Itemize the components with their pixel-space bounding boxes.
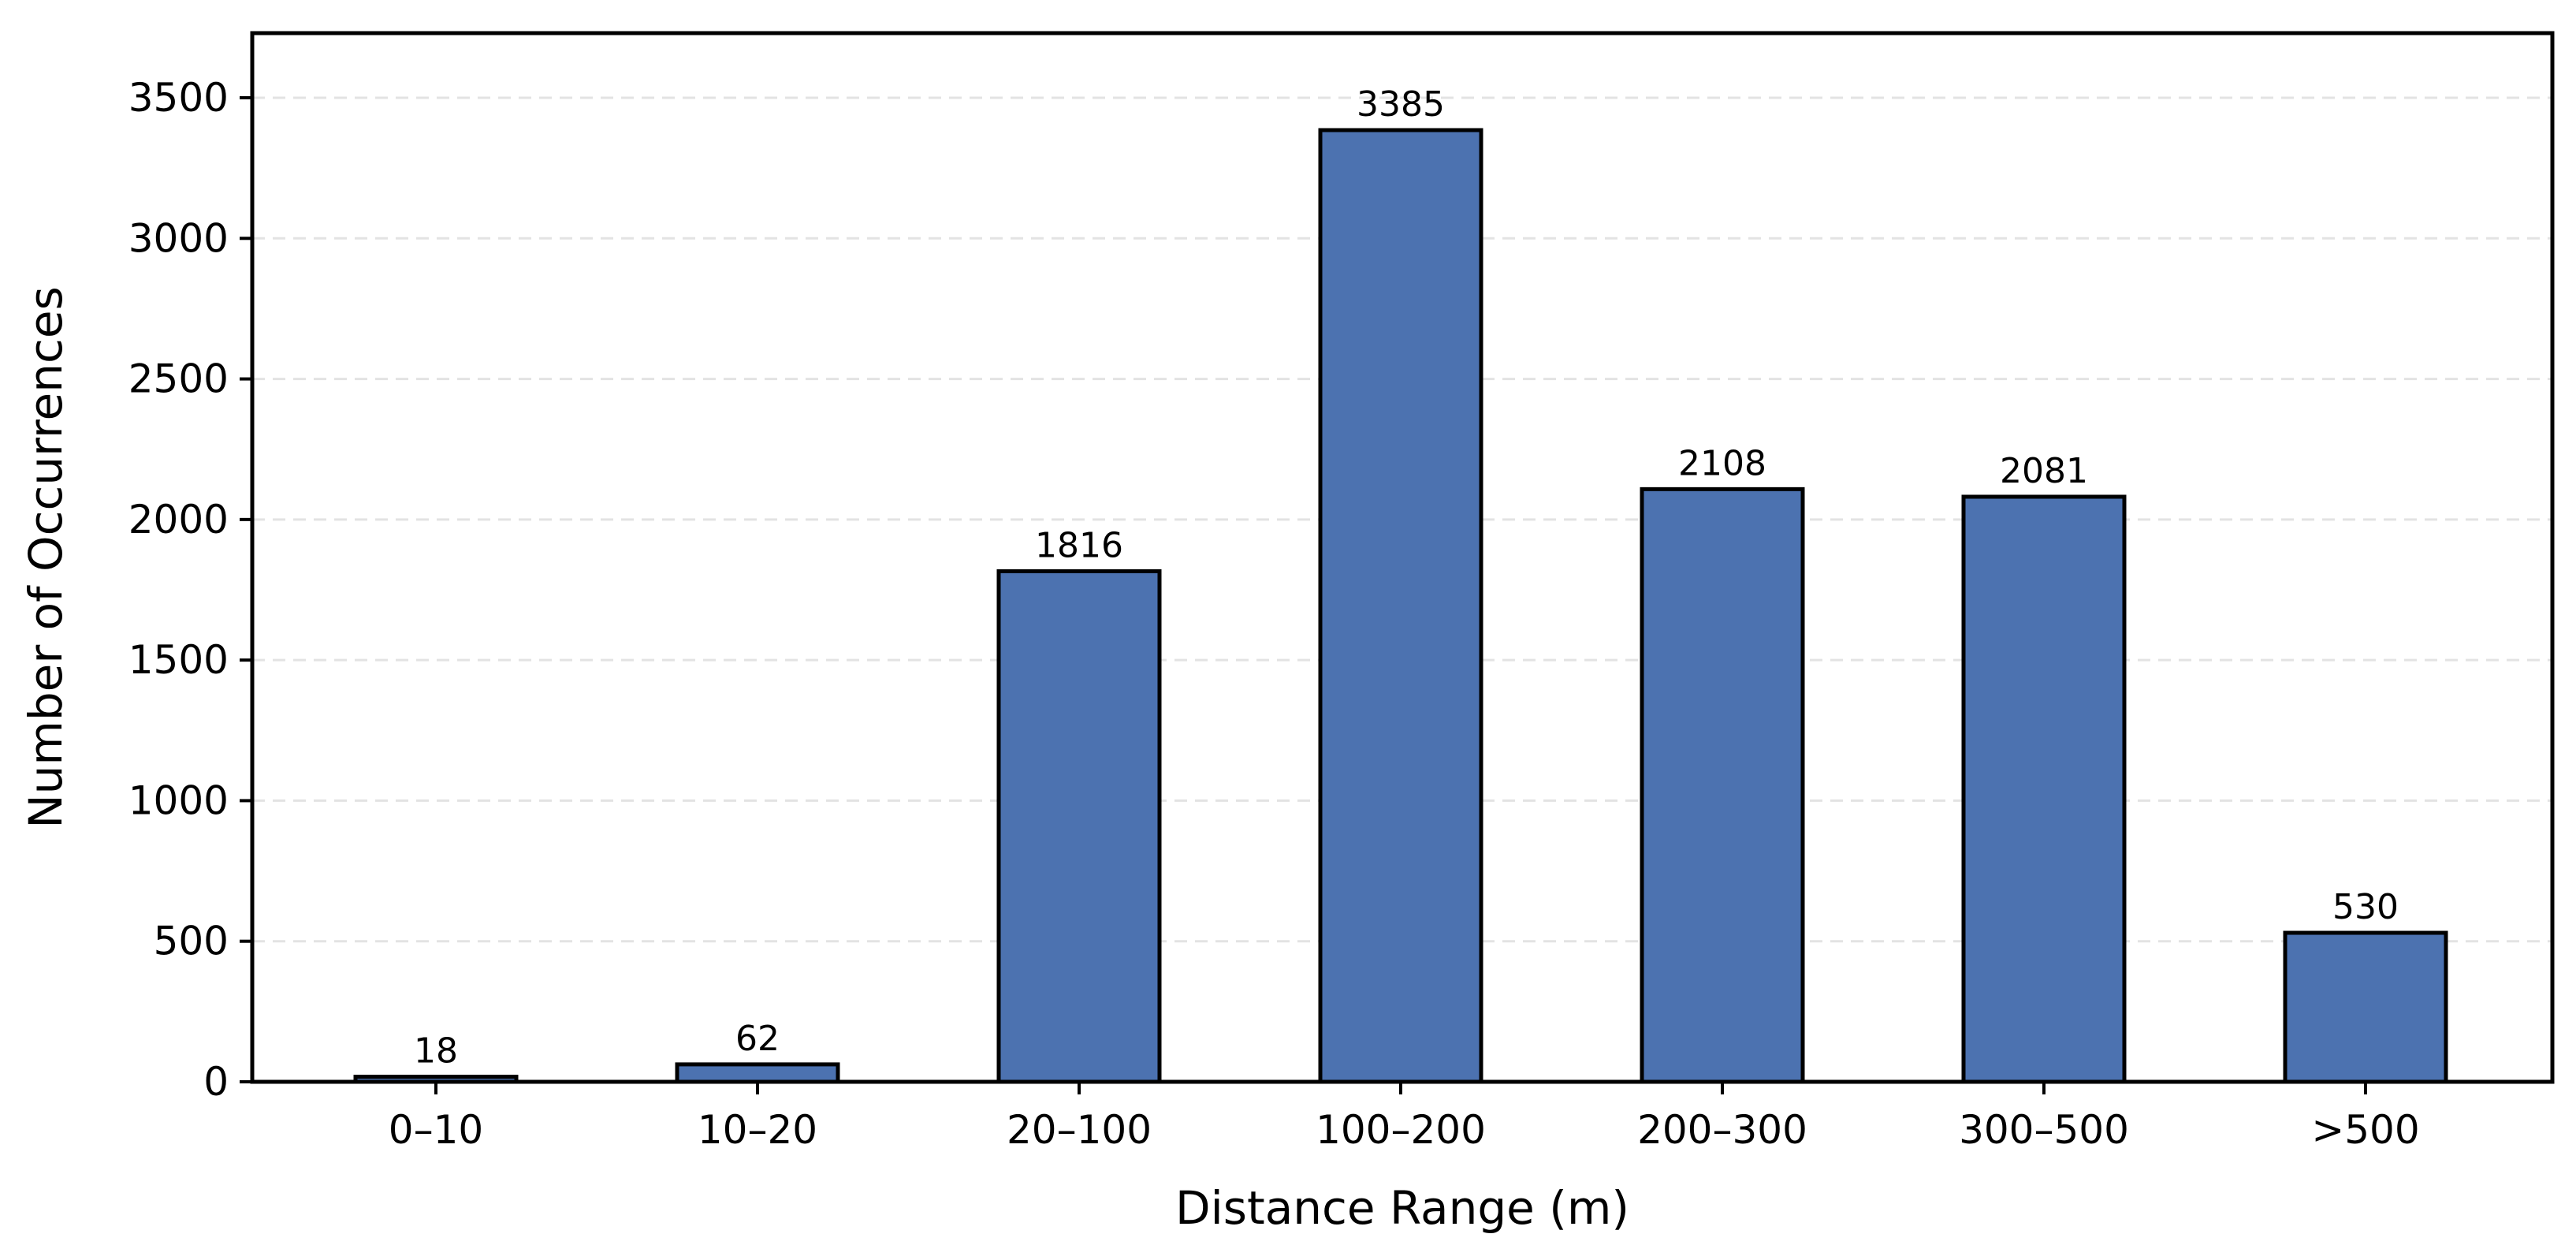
x-tick-label: 300–500 [1959,1107,2129,1153]
data-label: 2108 [1678,443,1766,483]
x-tick-label: 0–10 [389,1107,483,1153]
x-tick-label: 200–300 [1637,1107,1807,1153]
data-label: 62 [735,1019,780,1059]
data-labels: 18 62 1816 3385 2108 2081 530 [414,84,2399,1072]
x-axis: 0–10 10–20 20–100 100–200 200–300 300–500 >500 [389,1082,2420,1153]
bar [1318,128,1483,1084]
data-label: 2081 [2000,451,2088,491]
bars [353,128,2448,1084]
y-axis-title: Number of Occurrences [19,286,73,829]
data-label: 530 [2332,887,2399,927]
x-tick-label: 10–20 [698,1107,817,1153]
y-tick-label: 3000 [128,215,229,261]
x-tick-label: >500 [2311,1107,2419,1153]
y-tick-label: 0 [203,1059,229,1105]
y-tick-label: 2000 [128,497,229,542]
x-tick-label: 100–200 [1316,1107,1486,1153]
y-tick-label: 1000 [128,777,229,823]
y-axis: 0 500 1000 1500 2000 2500 3000 3500 [128,75,252,1105]
y-tick-label: 2500 [128,356,229,402]
x-axis-title: Distance Range (m) [1175,1181,1629,1235]
y-tick-label: 1500 [128,637,229,683]
x-tick-label: 20–100 [1007,1107,1152,1153]
y-tick-label: 3500 [128,75,229,121]
bar [1640,486,1805,1084]
bar [996,568,1162,1084]
bar [675,1062,840,1084]
bar [2283,930,2448,1084]
data-label: 1816 [1035,525,1123,565]
data-label: 18 [414,1031,458,1072]
bar [1961,494,2127,1084]
y-tick-label: 500 [154,919,229,964]
data-label: 3385 [1357,84,1445,125]
